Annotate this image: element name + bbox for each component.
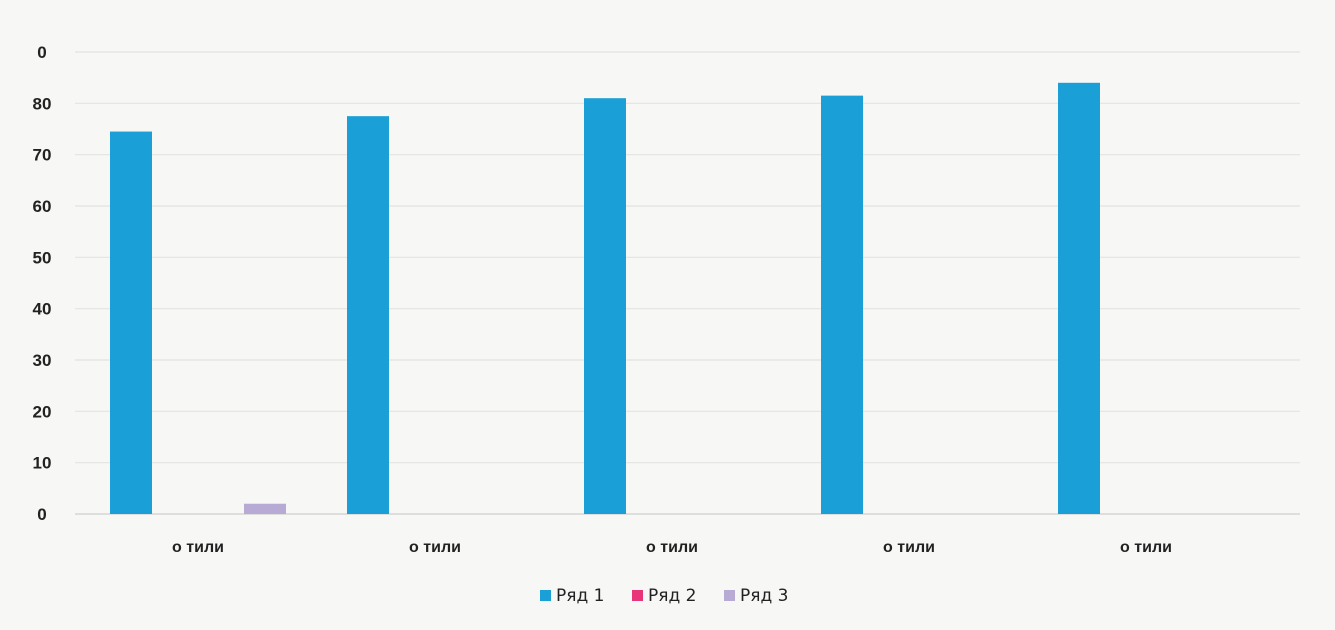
bar-ряд-3-1 [244,503,286,514]
y-tick-label: 70 [33,146,52,165]
bar-ряд-1-2 [347,116,389,515]
x-axis-category-labels: о тили о тили о тили о тили о тили [172,539,1172,556]
legend-swatch [632,590,643,601]
legend-swatch [724,590,735,601]
bar-ряд-1-1 [110,131,152,515]
y-tick-label: 80 [33,94,52,113]
gridlines [75,51,1300,515]
bar-ряд-1-5 [1058,82,1100,515]
legend-label: Ряд 2 [648,586,696,606]
y-tick-label: 0 [37,43,46,62]
y-tick-label: 30 [33,351,52,370]
legend-label: Ряд 3 [740,586,788,606]
y-tick-label: 40 [33,300,52,319]
y-tick-label: 60 [33,197,52,216]
y-axis-tick-labels: 0 10 20 30 40 50 60 70 80 0 [33,43,52,524]
legend-label: Ряд 1 [556,586,604,606]
y-tick-label: 10 [33,454,52,473]
y-tick-label: 50 [33,248,52,267]
x-category-label: о тили [172,539,224,556]
x-category-label: о тили [883,539,935,556]
bar-ряд-1-4 [821,95,863,514]
y-tick-label: 20 [33,402,52,421]
bar-ряд-1-3 [584,98,626,514]
legend-swatch [540,590,551,601]
x-category-label: о тили [409,539,461,556]
x-category-label: о тили [646,539,698,556]
bars [110,82,1100,515]
x-category-label: о тили [1120,539,1172,556]
y-tick-label: 0 [37,505,46,524]
legend: Ряд 1 Ряд 2 Ряд 3 [540,586,788,606]
